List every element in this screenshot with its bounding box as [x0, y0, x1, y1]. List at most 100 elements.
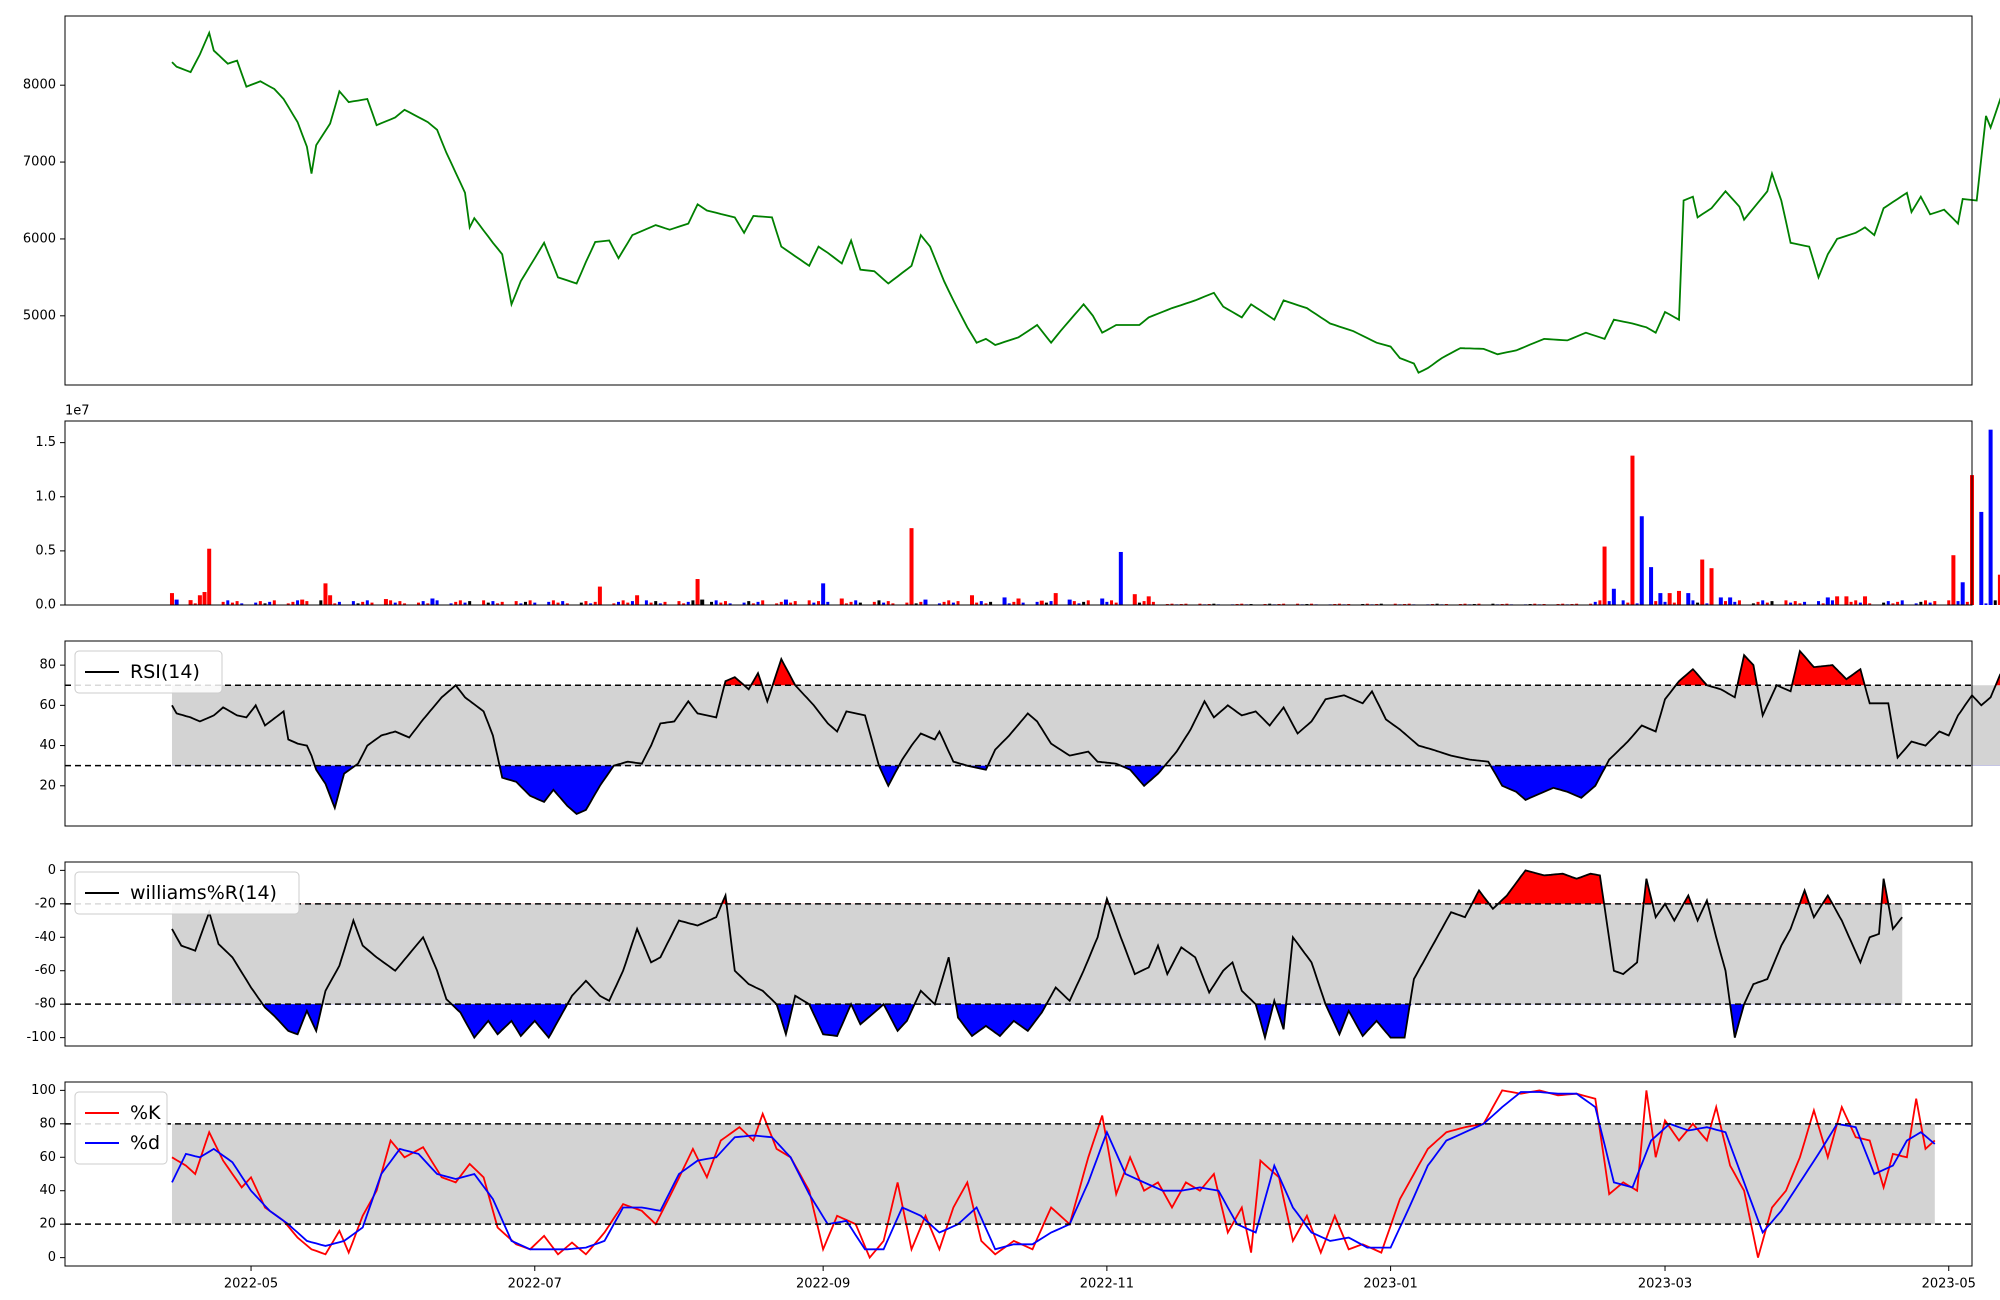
legend-label: %K: [130, 1102, 161, 1124]
volume-bar: [193, 603, 197, 605]
volume-bar: [351, 601, 355, 605]
volume-bar: [1198, 603, 1202, 605]
volume-bar: [1463, 603, 1467, 605]
volume-bar: [793, 601, 797, 605]
volume-bar: [677, 601, 681, 605]
volume-bar: [1997, 574, 2000, 605]
volume-bar: [370, 602, 374, 605]
volume-bar: [975, 602, 979, 605]
volume-bar: [514, 601, 518, 605]
y-tick-label: -80: [35, 997, 56, 1012]
volume-bar: [1956, 601, 1960, 605]
volume-bar: [1951, 555, 1956, 605]
volume-bar: [909, 528, 914, 605]
x-tick-label: 2022-11: [1080, 1277, 1134, 1292]
volume-bar: [686, 601, 690, 605]
y-tick-label: 5000: [23, 308, 56, 323]
volume-bar: [361, 601, 365, 605]
volume-bar: [1900, 600, 1904, 605]
volume-bar: [719, 602, 723, 605]
y-tick-label: -100: [26, 1030, 56, 1045]
volume-bar: [1858, 602, 1862, 605]
legend-label: RSI(14): [130, 661, 200, 683]
volume-panel: 0.0 0.5 1.0 1.5 1e7: [35, 404, 2000, 613]
volume-bar: [710, 601, 714, 605]
volume-bar: [969, 595, 974, 605]
price-panel: 5000 6000 7000 8000: [23, 15, 2000, 386]
volume-bar: [886, 601, 890, 605]
volume-bar: [1072, 601, 1076, 605]
volume-bar: [644, 600, 648, 605]
volume-bar: [565, 603, 569, 605]
volume-bar: [528, 600, 532, 605]
volume-bar: [1184, 603, 1188, 605]
date-axis: 2022-05 2022-07 2022-09 2022-11 2023-01 2023-…: [224, 1266, 1976, 1292]
y-tick-label: 0.0: [35, 598, 56, 613]
volume-bar: [305, 601, 309, 605]
volume-bar: [1947, 600, 1951, 605]
x-tick-label: 2023-01: [1363, 1277, 1417, 1292]
volume-bar: [1691, 600, 1695, 605]
y-tick-label: 80: [39, 1116, 56, 1131]
volume-bar: [775, 603, 779, 605]
volume-bar: [463, 602, 467, 605]
volume-bar: [1044, 602, 1048, 605]
volume-bar: [1765, 602, 1769, 605]
volume-bar: [1142, 601, 1146, 605]
volume-bar: [826, 601, 830, 605]
stochastic-panel: 0 20 40 60 80 100 %K %d: [31, 1081, 1973, 1267]
x-tick-label: 2022-09: [796, 1277, 850, 1292]
volume-bar: [197, 595, 202, 605]
volume-bar: [1658, 593, 1663, 605]
volume-bar: [1821, 603, 1825, 605]
volume-bar: [1672, 602, 1676, 605]
volume-bar: [202, 592, 207, 605]
williams-r-line: [171, 869, 1903, 1042]
volume-bar: [1626, 602, 1630, 605]
volume-bar: [979, 601, 983, 605]
volume-bar: [226, 600, 230, 605]
volume-bar: [1891, 603, 1895, 605]
williams-r-panel: 0 -20 -40 -60 -80 -100 williams%R(14): [26, 861, 1973, 1047]
volume-bar: [1923, 600, 1927, 605]
neutral-band: [171, 903, 1903, 1005]
volume-bar: [1337, 603, 1341, 605]
volume-bar: [621, 600, 625, 605]
volume-bar: [751, 603, 755, 605]
volume-bar: [849, 601, 853, 605]
volume-bar: [1830, 600, 1834, 605]
volume-bar: [333, 603, 337, 605]
volume-bar: [1053, 593, 1058, 605]
volume-bar: [1696, 602, 1700, 605]
volume-bar: [1965, 601, 1969, 605]
y-tick-label: 20: [39, 778, 56, 793]
volume-bar: [468, 601, 472, 605]
volume-bar: [416, 602, 420, 605]
volume-bar: [1146, 596, 1151, 605]
volume-bar: [1979, 511, 1984, 605]
volume-bar: [1798, 603, 1802, 605]
volume-bar: [491, 601, 495, 605]
volume-bar: [1067, 599, 1072, 605]
volume-bar: [1761, 600, 1765, 605]
volume-bar: [486, 602, 490, 605]
volume-bar: [914, 603, 918, 605]
volume-bar: [1082, 601, 1086, 605]
volume-bar: [584, 601, 588, 605]
volume-bar: [1756, 601, 1760, 605]
volume-bar: [919, 601, 923, 605]
rsi-frame: [64, 640, 1973, 827]
volume-bar: [649, 602, 653, 605]
volume-bar: [723, 601, 727, 605]
volume-bar: [1035, 601, 1039, 605]
volume-bar: [1882, 602, 1886, 605]
volume-bar: [1676, 590, 1681, 605]
volume-bar: [1132, 594, 1137, 605]
volume-bar: [984, 603, 988, 605]
y-offset-label: 1e7: [65, 404, 90, 419]
volume-bar: [812, 602, 816, 605]
volume-bar: [1602, 546, 1607, 605]
price-frame: [64, 15, 1973, 386]
volume-bar: [393, 602, 397, 605]
